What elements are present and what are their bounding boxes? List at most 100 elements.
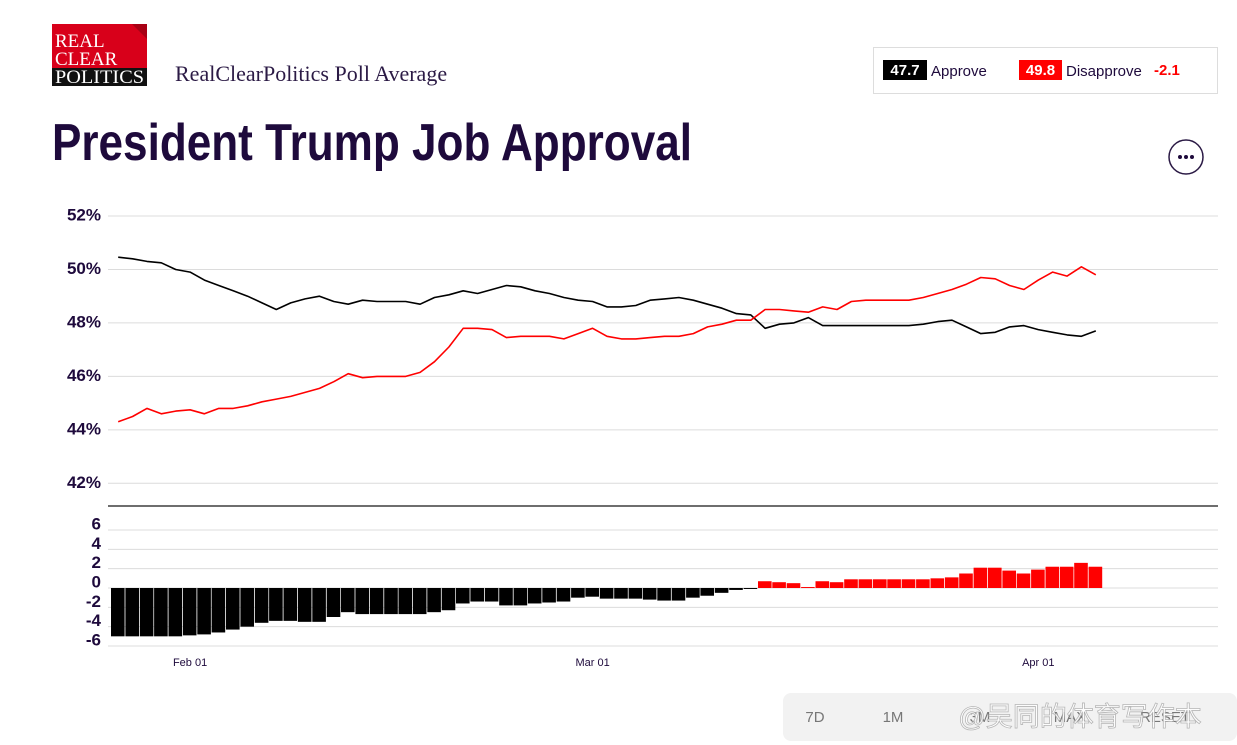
- bar: [499, 588, 513, 606]
- bar: [988, 567, 1002, 588]
- bar: [240, 588, 254, 627]
- bar: [470, 588, 484, 602]
- y-tick-label: 4: [92, 534, 102, 553]
- disapprove-label: Disapprove: [1066, 63, 1142, 80]
- subtitle: RealClearPolitics Poll Average: [175, 61, 447, 86]
- bar: [326, 588, 341, 617]
- range-buttons: 7D 1M 3M MAX RESET: [805, 709, 1190, 726]
- bar: [398, 588, 413, 615]
- bar: [700, 588, 714, 596]
- bar: [642, 588, 657, 600]
- disapprove-value: 49.8: [1026, 62, 1055, 79]
- bar: [671, 588, 686, 601]
- bar: [197, 588, 211, 635]
- y-tick-label: 44%: [67, 419, 101, 438]
- bar: [743, 588, 758, 589]
- bar: [916, 579, 930, 588]
- x-tick-label: Apr 01: [1022, 657, 1054, 669]
- bar: [427, 588, 441, 613]
- logo-text: POLITICS: [55, 67, 144, 88]
- bar: [412, 588, 427, 615]
- bar: [585, 588, 599, 597]
- bar: [139, 588, 154, 637]
- bar: [844, 579, 858, 588]
- y-tick-label: -4: [86, 611, 102, 630]
- more-button[interactable]: [1168, 139, 1204, 175]
- logo-corner: [132, 24, 147, 39]
- bar: [887, 579, 901, 588]
- bar: [786, 583, 801, 588]
- bar: [269, 588, 283, 621]
- range-button[interactable]: 7D: [805, 709, 824, 726]
- bar: [527, 588, 542, 604]
- y-tick-label: 6: [92, 514, 101, 533]
- range-bar: [783, 693, 1237, 741]
- logo-text: REAL: [55, 31, 105, 52]
- dot: [1184, 155, 1188, 159]
- bar: [556, 588, 571, 602]
- bar: [801, 587, 815, 588]
- dot: [1178, 155, 1182, 159]
- logo-band: [52, 68, 147, 86]
- line-series: [118, 256, 1097, 338]
- bar: [930, 578, 945, 588]
- bar: [973, 567, 988, 588]
- bar: [758, 581, 772, 588]
- y-tick-label: 48%: [67, 312, 101, 331]
- range-button[interactable]: RESET: [1140, 709, 1190, 726]
- bar: [1074, 562, 1088, 588]
- range-button[interactable]: 3M: [970, 709, 991, 726]
- y-tick-label: 2: [92, 553, 101, 572]
- line-series: [117, 266, 1097, 423]
- bar: [815, 581, 830, 588]
- bar: [125, 588, 139, 637]
- logo-text: CLEAR: [55, 49, 118, 70]
- bar: [959, 573, 973, 588]
- bar: [182, 588, 197, 636]
- bar: [542, 588, 556, 603]
- bar: [1088, 566, 1103, 588]
- y-tick-label: -2: [86, 592, 101, 611]
- bar: [686, 588, 700, 598]
- bar: [614, 588, 628, 599]
- range-button[interactable]: 1M: [883, 709, 904, 726]
- bar: [714, 588, 729, 593]
- bar: [254, 588, 269, 623]
- x-tick-label: Feb 01: [173, 657, 207, 669]
- y-tick-label: 46%: [67, 366, 101, 385]
- y-tick-label: 52%: [67, 205, 101, 224]
- bar: [571, 588, 585, 598]
- bar: [1002, 570, 1016, 588]
- bar: [441, 588, 456, 611]
- bar: [513, 588, 528, 606]
- bar: [858, 579, 873, 588]
- bar: [456, 588, 470, 604]
- bar: [384, 588, 398, 615]
- bar: [1031, 569, 1045, 588]
- bar: [628, 588, 643, 599]
- watermark: @吴同的体育写作本: [958, 702, 1201, 732]
- bar: [312, 588, 326, 622]
- bar: [901, 579, 916, 588]
- approve-value: 47.7: [890, 62, 919, 79]
- approve-label: Approve: [931, 63, 987, 80]
- bar: [111, 588, 125, 637]
- range-button[interactable]: MAX: [1054, 709, 1087, 726]
- bar: [873, 579, 887, 588]
- bar: [1045, 566, 1060, 588]
- y-tick-label: 50%: [67, 259, 101, 278]
- y-tick-label: -6: [86, 630, 101, 649]
- bar: [657, 588, 671, 601]
- x-tick-label: Mar 01: [575, 657, 609, 669]
- bar: [283, 588, 298, 621]
- bar: [369, 588, 384, 615]
- approve-badge: [883, 60, 927, 80]
- bar: [297, 588, 312, 622]
- bar: [944, 577, 959, 588]
- disapprove-badge: [1019, 60, 1062, 80]
- bar: [829, 582, 844, 588]
- bar: [772, 582, 786, 588]
- bar: [484, 588, 499, 602]
